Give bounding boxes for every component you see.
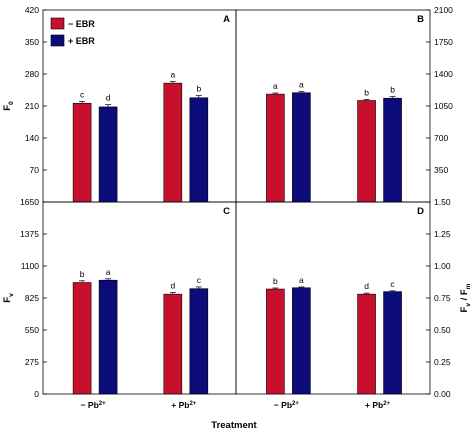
y-tick-label: 0.00 [434, 389, 451, 399]
bar [163, 82, 183, 203]
legend-label: + EBR [68, 36, 95, 46]
bar [357, 100, 376, 203]
bar [266, 288, 285, 395]
x-tick-label: − Pb2+ [274, 400, 300, 410]
y-tick-label: 0.50 [434, 325, 451, 335]
significance-letter: c [197, 275, 202, 285]
y-tick-label: 140 [25, 133, 39, 143]
significance-letter: a [106, 267, 111, 277]
panel-D: 0.00 0.25 0.50 0.75 1.00 1.25 1.50 Db d a c − Pb2+ +… [235, 197, 451, 410]
bar [266, 93, 285, 203]
significance-letter: b [390, 85, 395, 95]
y-tick-label: 1050 [434, 101, 453, 111]
significance-letter: d [106, 93, 111, 103]
bar [292, 287, 311, 395]
panel-A: 70 140 210 280 350 420 Ac a d b [25, 5, 237, 203]
y-tick-label: 1400 [434, 69, 453, 79]
y-tick-label: 1375 [20, 229, 39, 239]
bar [357, 293, 376, 395]
y-tick-label: 350 [434, 165, 448, 175]
bar [98, 106, 118, 203]
y-tick-label: 550 [25, 325, 39, 335]
y-tick-label: 1100 [21, 261, 40, 271]
bar [292, 92, 311, 203]
bar [189, 288, 209, 395]
x-tick-label: − Pb2+ [81, 400, 107, 410]
significance-letter: a [299, 80, 304, 90]
bar [72, 102, 92, 203]
bar [383, 97, 402, 203]
panels: 70 140 210 280 350 420 Ac a d b 350 700 1050 1400 1750… [20, 5, 453, 410]
legend: − EBR + EBR [50, 17, 95, 47]
y-axis-title-C: Fv [2, 293, 15, 303]
bar [72, 282, 92, 395]
panel-C: 0 275 550 825 1100 1375 1650 Cb d a c − Pb2+ + Pb2+ [20, 197, 237, 410]
y-tick-label: 2100 [434, 5, 453, 15]
panel-letter: A [223, 14, 230, 25]
significance-letter: d [170, 280, 175, 290]
x-tick-label: + Pb2+ [365, 400, 391, 410]
bar [189, 97, 209, 203]
y-tick-label: 275 [25, 357, 39, 367]
x-axis-title: Treatment [211, 420, 257, 431]
significance-letter: a [299, 275, 304, 285]
significance-letter: d [364, 281, 369, 291]
legend-swatch [50, 34, 65, 47]
panel-letter: C [223, 206, 230, 217]
significance-letter: b [80, 269, 85, 279]
y-axis-title-A: F0 [2, 101, 15, 111]
y-tick-label: 280 [25, 69, 39, 79]
panel-letter: D [417, 206, 424, 217]
x-tick-label: + Pb2+ [171, 400, 197, 410]
y-tick-label: 210 [25, 101, 39, 111]
y-tick-label: 0.25 [434, 357, 451, 367]
panel-letter: B [417, 14, 424, 25]
y-tick-label: 350 [25, 37, 39, 47]
legend-swatch [50, 17, 65, 30]
y-tick-label: 0.75 [434, 293, 451, 303]
bar [383, 291, 402, 395]
significance-letter: a [170, 69, 175, 79]
significance-letter: c [390, 279, 395, 289]
y-tick-label: 420 [25, 5, 39, 15]
bar [163, 293, 183, 395]
y-tick-label: 1.25 [434, 229, 451, 239]
y-tick-label: 825 [25, 293, 39, 303]
y-tick-label: 1.50 [434, 197, 451, 207]
bar [98, 279, 118, 395]
significance-letter: b [273, 276, 278, 286]
y-tick-label: 700 [434, 133, 448, 143]
y-tick-label: 1750 [434, 37, 453, 47]
y-tick-label: 70 [30, 165, 40, 175]
y-tick-label: 0 [34, 389, 39, 399]
significance-letter: a [273, 81, 278, 91]
significance-letter: b [196, 83, 201, 93]
panel-B: 350 700 1050 1400 1750 2100 Ba b a b [235, 5, 453, 203]
significance-letter: b [364, 87, 369, 97]
y-tick-label: 1650 [20, 197, 39, 207]
y-tick-label: 1.00 [434, 261, 451, 271]
legend-label: − EBR [68, 19, 95, 29]
significance-letter: c [80, 89, 85, 99]
